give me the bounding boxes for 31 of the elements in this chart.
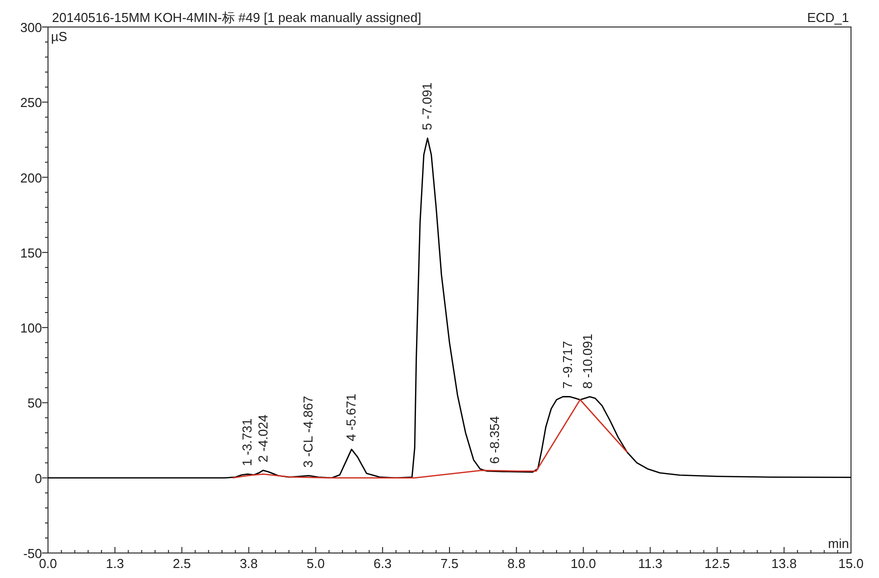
annotation: 1 -3.731 xyxy=(240,418,255,466)
x-tick-label: 8.8 xyxy=(507,556,526,571)
y-axis-title: µS xyxy=(51,29,68,44)
y-tick-label: 150 xyxy=(20,245,42,260)
y-tick-label: 0 xyxy=(34,470,42,486)
chart-title: 20140516-15MM KOH-4MIN-标 #49 [1 peak manually assigned] xyxy=(52,10,422,25)
x-tick-label: 6.3 xyxy=(374,556,392,571)
x-tick-label: 1.3 xyxy=(106,556,124,571)
annotation: 7 -9.717 xyxy=(560,341,576,389)
annotation: 5 -7.091 xyxy=(420,82,435,130)
x-tick-label: 2.5 xyxy=(172,556,191,571)
x-tick-label: 11.3 xyxy=(638,556,662,571)
y-tick-label: 300 xyxy=(20,20,42,35)
annotation: 6 -8.354 xyxy=(487,416,502,464)
x-tick-label: 7.5 xyxy=(440,556,459,571)
chart-subtitle: ECD_1 xyxy=(807,10,849,25)
x-axis-title: min xyxy=(828,536,849,551)
annotation: 2 -4.024 xyxy=(255,414,270,462)
annotation: 8 -10.091 xyxy=(580,334,596,389)
x-tick-label: 5.0 xyxy=(306,556,325,571)
annotation: 4 -5.671 xyxy=(344,394,359,442)
annotation: 3 -CL -4.867 xyxy=(300,396,316,468)
x-tick-label: 15.0 xyxy=(838,556,864,571)
x-tick-label: 3.8 xyxy=(240,556,258,571)
y-tick-label: 100 xyxy=(20,320,42,336)
y-tick-label: 200 xyxy=(20,170,42,186)
x-tick-label: 10.0 xyxy=(570,556,596,571)
y-tick-label: 50 xyxy=(28,396,42,411)
y-tick-label: 250 xyxy=(20,95,42,110)
x-tick-label: 13.8 xyxy=(771,556,797,571)
x-tick-label: 12.5 xyxy=(704,556,730,571)
